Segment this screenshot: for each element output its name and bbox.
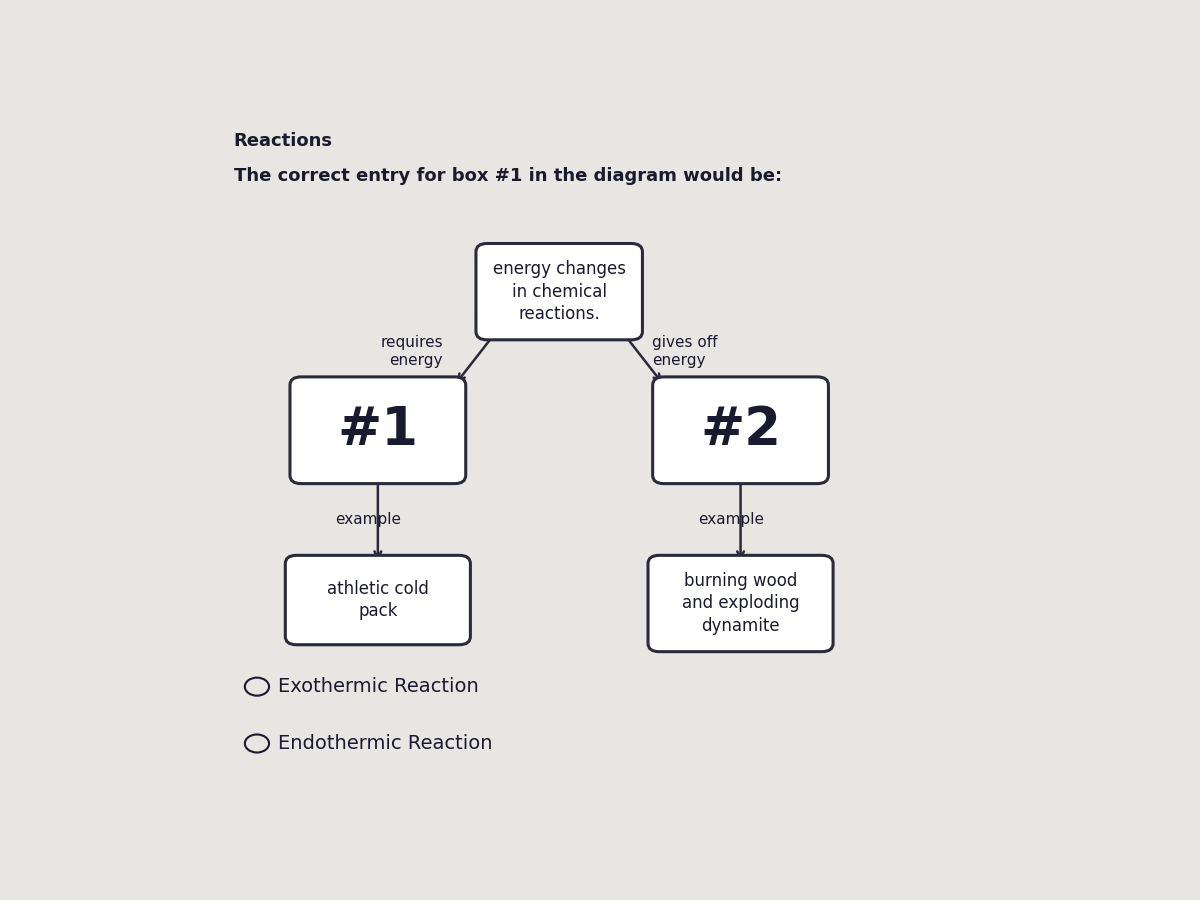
Text: #1: #1 (337, 404, 419, 456)
Circle shape (245, 678, 269, 696)
FancyBboxPatch shape (286, 555, 470, 644)
Text: Reactions: Reactions (234, 132, 332, 150)
Text: Exothermic Reaction: Exothermic Reaction (278, 677, 479, 697)
Text: athletic cold
pack: athletic cold pack (326, 580, 428, 620)
Text: Endothermic Reaction: Endothermic Reaction (278, 734, 493, 753)
FancyBboxPatch shape (290, 377, 466, 483)
Text: #2: #2 (700, 404, 781, 456)
Text: gives off
energy: gives off energy (653, 335, 718, 367)
Circle shape (245, 734, 269, 752)
Text: requires
energy: requires energy (380, 335, 443, 367)
Text: energy changes
in chemical
reactions.: energy changes in chemical reactions. (493, 260, 625, 323)
FancyBboxPatch shape (476, 244, 642, 340)
FancyBboxPatch shape (648, 555, 833, 652)
Text: example: example (336, 512, 402, 527)
Text: The correct entry for box #1 in the diagram would be:: The correct entry for box #1 in the diag… (234, 166, 782, 184)
FancyBboxPatch shape (653, 377, 828, 483)
Text: example: example (698, 512, 764, 527)
Text: burning wood
and exploding
dynamite: burning wood and exploding dynamite (682, 572, 799, 634)
